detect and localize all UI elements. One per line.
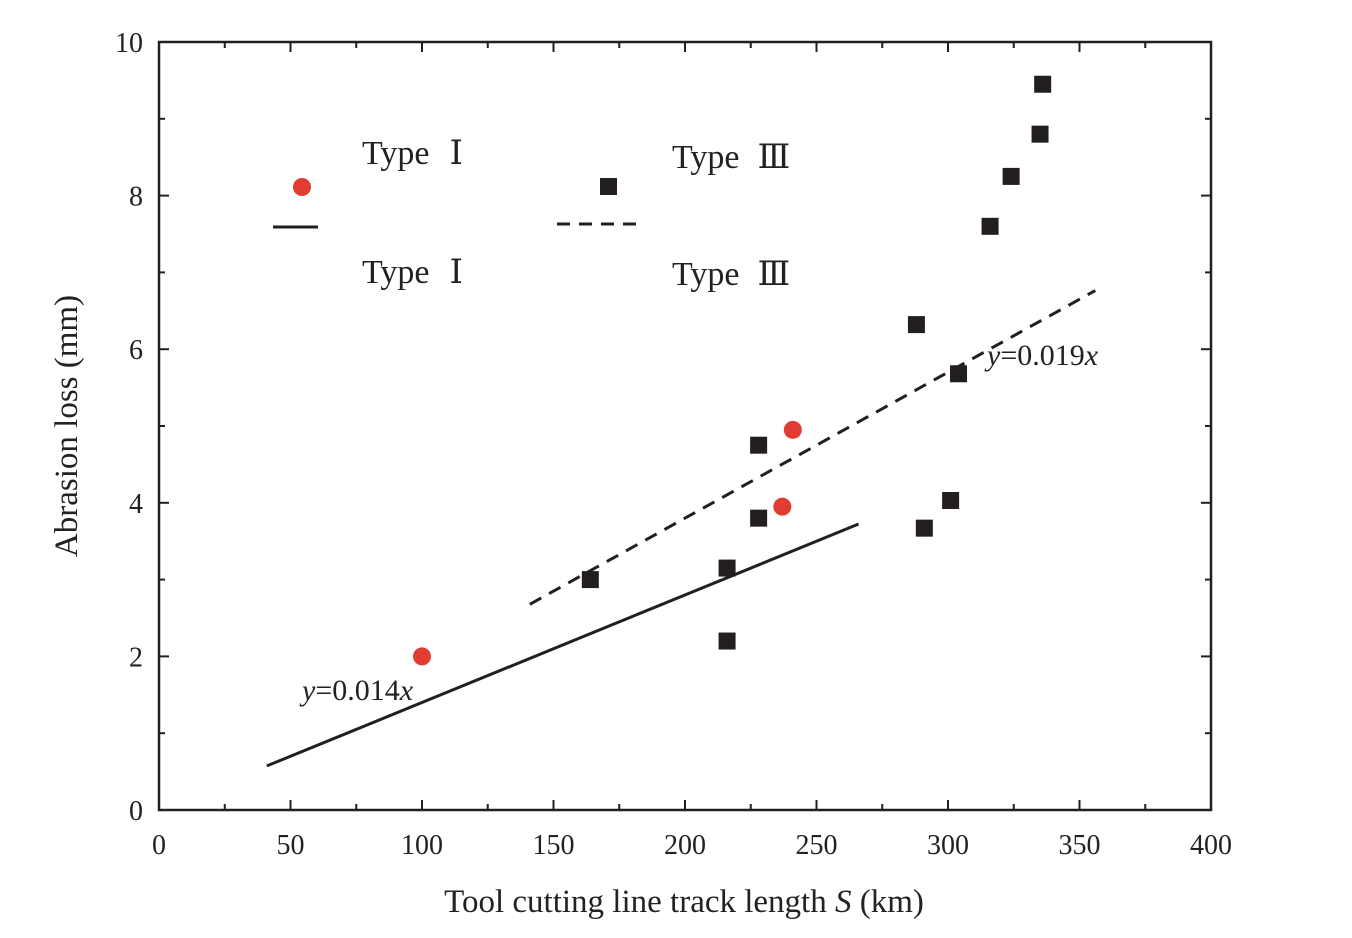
data-point-type-3 xyxy=(718,559,736,577)
data-point-type-3 xyxy=(950,365,968,383)
data-point-type-3 xyxy=(581,571,599,589)
legend-label-type-3-fit: Type Ⅲ xyxy=(672,256,790,293)
data-point-type-3 xyxy=(942,491,960,509)
data-point-type-1 xyxy=(783,420,802,439)
legend: Type Ⅰ Type Ⅲ Type Ⅰ Type Ⅲ xyxy=(273,135,790,293)
y-tick-label: 2 xyxy=(129,642,143,673)
x-tick-label: 200 xyxy=(664,830,706,861)
data-point-type-3 xyxy=(1031,125,1049,143)
data-point-type-3 xyxy=(981,217,999,235)
data-point-type-3 xyxy=(915,519,933,537)
y-tick-label: 0 xyxy=(129,796,143,827)
data-point-type-3 xyxy=(750,509,768,527)
legend-square-marker xyxy=(600,178,617,195)
x-tick-label: 250 xyxy=(796,830,838,861)
x-tick-label: 300 xyxy=(927,830,969,861)
legend-label-type-3-points: Type Ⅲ xyxy=(672,139,790,176)
fit-line-type-3-dashed xyxy=(529,289,1097,606)
axis-ticks xyxy=(158,41,1212,811)
fit-lines xyxy=(266,289,1097,768)
y-tick-label: 6 xyxy=(129,335,143,366)
x-tick-label: 150 xyxy=(533,830,575,861)
x-axis-title: Tool cutting line track length S (km) xyxy=(444,884,924,920)
equation-type-3: y=0.019x xyxy=(984,339,1099,372)
y-axis-title: Abrasion loss (mm) xyxy=(49,295,85,557)
equation-type-1: y=0.014x xyxy=(299,674,414,707)
axis-tick-labels: 0 50 100 150 200 250 300 350 400 0 2 4 6 8 10 xyxy=(115,28,1232,861)
legend-circle-marker xyxy=(293,178,311,196)
x-tick-label: 0 xyxy=(152,830,166,861)
data-point-type-3 xyxy=(907,316,925,334)
data-point-type-3 xyxy=(1002,167,1020,185)
legend-label-type-1-fit: Type Ⅰ xyxy=(362,254,463,291)
y-tick-label: 4 xyxy=(129,489,143,520)
data-point-type-3 xyxy=(750,436,768,454)
data-markers xyxy=(413,75,1052,666)
data-point-type-3 xyxy=(718,632,736,650)
y-tick-label: 10 xyxy=(115,28,143,59)
fit-line-type-1-solid xyxy=(266,522,860,768)
x-tick-label: 50 xyxy=(277,830,305,861)
y-tick-label: 8 xyxy=(129,182,143,213)
x-tick-label: 100 xyxy=(401,830,443,861)
data-point-type-1 xyxy=(413,647,431,666)
x-tick-label: 400 xyxy=(1190,830,1232,861)
data-point-type-1 xyxy=(773,497,792,516)
legend-label-type-1-points: Type Ⅰ xyxy=(362,135,463,172)
data-point-type-3 xyxy=(1034,75,1052,93)
x-tick-label: 350 xyxy=(1059,830,1101,861)
